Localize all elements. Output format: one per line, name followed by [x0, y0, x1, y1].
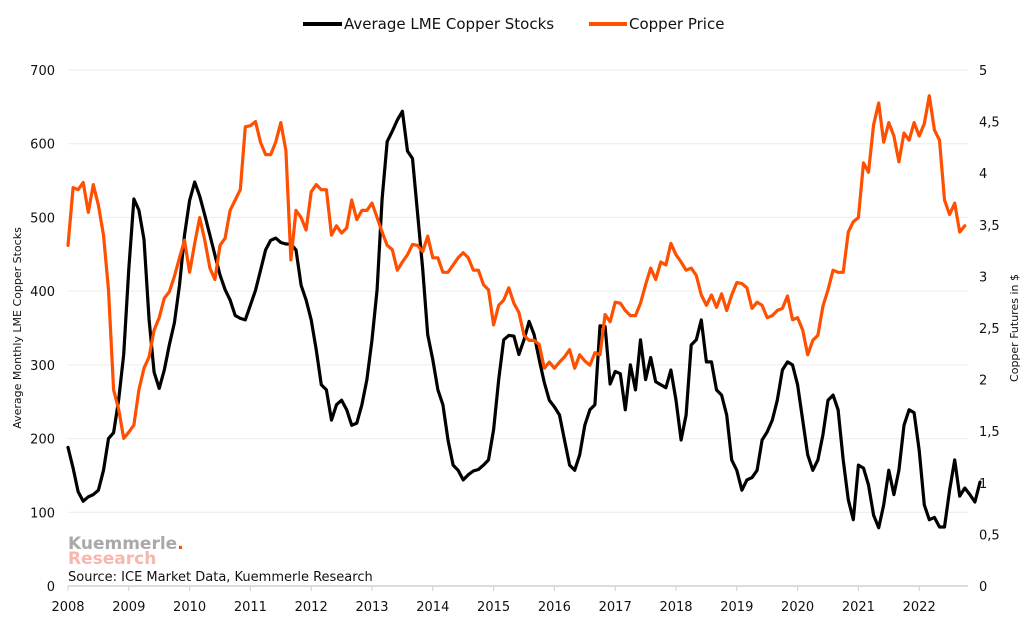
y-left-tick-label: 200 — [30, 433, 55, 448]
y-axis-right: 0 0,5 1 1,5 2 2,5 3 3,5 4 4,5 5 — [979, 64, 1000, 595]
y-left-tick-label: 0 — [47, 580, 55, 595]
y-left-tick-label: 500 — [30, 211, 55, 226]
x-tick-label: 2011 — [234, 600, 267, 615]
x-tick-label: 2020 — [781, 600, 814, 615]
x-tick-label: 2013 — [355, 600, 388, 615]
y-right-tick-label: 4,5 — [979, 116, 1000, 131]
series-line-stocks — [66, 109, 982, 530]
x-tick-label: 2019 — [720, 600, 753, 615]
y-axis-left: 0 100 200 300 400 500 600 700 — [30, 64, 55, 595]
y-left-tick-label: 300 — [30, 359, 55, 374]
y-right-tick-label: 4 — [979, 167, 987, 182]
legend-label-price: Copper Price — [629, 15, 724, 33]
legend-label-stocks: Average LME Copper Stocks — [344, 15, 554, 33]
legend-item-price[interactable]: Copper Price — [589, 15, 724, 33]
x-tick-label: 2014 — [416, 600, 449, 615]
brand-watermark: Kuemmerle. Research — [68, 534, 184, 569]
y-left-tick-label: 400 — [30, 285, 55, 300]
brand-name: Kuemmerle. — [68, 534, 184, 554]
y-axis-right-title: Copper Futures in $ — [1008, 274, 1021, 382]
y-right-tick-label: 1 — [979, 477, 987, 492]
series-line-price — [66, 94, 967, 440]
y-axis-left-title: Average Monthly LME Copper Stocks — [11, 227, 24, 429]
y-left-tick-label: 700 — [30, 64, 55, 79]
x-tick-label: 2022 — [903, 600, 936, 615]
x-axis: 2008 2009 2010 2011 2012 2013 2014 2015 2016 2017… — [51, 586, 936, 615]
gridlines — [68, 69, 968, 587]
y-right-tick-label: 1,5 — [979, 425, 1000, 440]
y-left-tick-label: 100 — [30, 506, 55, 521]
y-right-tick-label: 3,5 — [979, 219, 1000, 234]
legend: Average LME Copper Stocks Copper Price — [303, 15, 724, 33]
x-tick-label: 2021 — [842, 600, 875, 615]
x-tick-label: 2009 — [112, 600, 145, 615]
x-tick-label: 2015 — [477, 600, 510, 615]
x-tick-label: 2018 — [659, 600, 692, 615]
legend-item-stocks[interactable]: Average LME Copper Stocks — [303, 15, 554, 33]
x-tick-label: 2012 — [295, 600, 328, 615]
y-right-tick-label: 0 — [979, 580, 987, 595]
y-right-tick-label: 5 — [979, 64, 987, 79]
y-right-tick-label: 2,5 — [979, 322, 1000, 337]
y-left-tick-label: 600 — [30, 138, 55, 153]
y-right-tick-label: 2 — [979, 374, 987, 389]
series-layer — [66, 94, 982, 530]
x-tick-label: 2008 — [51, 600, 84, 615]
y-right-tick-label: 3 — [979, 270, 987, 285]
x-tick-label: 2016 — [538, 600, 571, 615]
brand-subtitle: Research — [68, 549, 156, 569]
source-note: Source: ICE Market Data, Kuemmerle Resea… — [68, 570, 373, 585]
y-right-tick-label: 0,5 — [979, 528, 1000, 543]
x-tick-label: 2010 — [173, 600, 206, 615]
x-tick-label: 2017 — [599, 600, 632, 615]
